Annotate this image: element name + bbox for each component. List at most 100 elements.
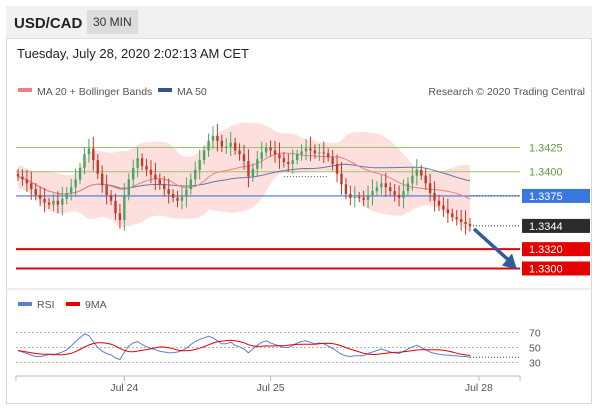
candle-body bbox=[420, 169, 423, 176]
candle-body bbox=[318, 152, 321, 154]
candle-body bbox=[211, 135, 215, 141]
candle-body bbox=[415, 169, 419, 176]
candle-body bbox=[433, 193, 436, 201]
candle-body bbox=[411, 175, 414, 184]
rsi-ma-legend-swatch bbox=[66, 302, 80, 306]
main-legend: MA 20 + Bollinger Bands MA 50 Research ©… bbox=[18, 86, 585, 98]
candle-body bbox=[83, 154, 86, 168]
time-axis-label: Jul 25 bbox=[257, 382, 285, 394]
ma50-legend-swatch bbox=[158, 88, 172, 92]
candle-body bbox=[132, 167, 135, 180]
candle-body bbox=[366, 194, 370, 200]
candle-body bbox=[136, 158, 139, 168]
candle-body bbox=[69, 187, 73, 194]
candle-body bbox=[100, 173, 104, 186]
candle-body bbox=[349, 193, 352, 198]
candle-body bbox=[340, 173, 343, 185]
candle-body bbox=[371, 191, 374, 195]
candle-body bbox=[118, 213, 122, 221]
candle-body bbox=[335, 163, 339, 174]
chart-header: USD/CAD 30 MIN bbox=[6, 6, 592, 39]
forecast-arrow-shaft bbox=[472, 227, 511, 262]
candle-body bbox=[229, 142, 232, 147]
candle-body bbox=[322, 152, 325, 154]
candle-body bbox=[362, 197, 365, 200]
candle-body bbox=[264, 147, 268, 153]
credit-text: Research © 2020 Trading Central bbox=[428, 86, 585, 98]
forecast-arrow-head bbox=[502, 253, 517, 270]
candle-body bbox=[52, 200, 55, 205]
candle-body bbox=[198, 160, 201, 170]
candle-body bbox=[30, 183, 33, 190]
candle-body bbox=[455, 217, 458, 220]
candle-body bbox=[464, 222, 467, 224]
candle-body bbox=[273, 150, 277, 155]
candle-body bbox=[207, 140, 210, 151]
candle-body bbox=[140, 158, 144, 166]
ma20-legend-label: MA 20 + Bollinger Bands bbox=[37, 86, 152, 98]
candle-body bbox=[158, 179, 162, 185]
candle-body bbox=[154, 174, 157, 180]
candle-body bbox=[105, 185, 108, 195]
candle-body bbox=[402, 191, 405, 198]
candle-body bbox=[380, 183, 383, 188]
candle-body bbox=[256, 159, 259, 169]
candle-body bbox=[16, 173, 20, 177]
ma20-legend-swatch bbox=[18, 88, 32, 92]
key-levels bbox=[16, 147, 520, 270]
candle-body bbox=[459, 219, 463, 223]
candle-body bbox=[47, 202, 51, 205]
candle-body bbox=[428, 183, 432, 194]
candle-body bbox=[96, 160, 99, 174]
resistance-label: 1.3425 bbox=[529, 143, 563, 155]
candle-body bbox=[189, 179, 193, 190]
candle-body bbox=[171, 193, 175, 198]
candle-body bbox=[384, 183, 388, 188]
candle-body bbox=[344, 184, 348, 194]
candle-body bbox=[291, 160, 294, 164]
candle-body bbox=[309, 148, 312, 151]
forecast-arrow bbox=[472, 227, 517, 270]
support-label: 1.3320 bbox=[529, 244, 563, 256]
candle-body bbox=[424, 175, 427, 184]
candle-body bbox=[225, 146, 228, 148]
support-tag bbox=[522, 261, 590, 276]
candle-body bbox=[446, 209, 450, 214]
candle-body bbox=[25, 179, 29, 184]
rsi-ma-legend-label: 9MA bbox=[85, 299, 107, 311]
rsi-tick-label: 30 bbox=[529, 358, 541, 370]
candle-body bbox=[331, 157, 334, 164]
candle-body bbox=[74, 179, 77, 188]
rsi-lines bbox=[17, 333, 520, 361]
time-axis: Jul 24 Jul 25 Jul 28 bbox=[15, 375, 521, 394]
candle-body bbox=[304, 148, 308, 152]
candle-body bbox=[220, 140, 224, 147]
candle-body bbox=[92, 148, 95, 161]
candle-body bbox=[145, 165, 148, 170]
last-price-tag bbox=[522, 218, 590, 233]
candle-body bbox=[238, 150, 241, 155]
time-axis-label: Jul 28 bbox=[465, 382, 493, 394]
candle-body bbox=[393, 191, 396, 195]
candle-body bbox=[163, 184, 166, 190]
timestamp: Tuesday, July 28, 2020 2:02:13 AM CET bbox=[17, 46, 249, 61]
candle-body bbox=[194, 169, 197, 180]
support-label: 1.3300 bbox=[529, 263, 563, 275]
candle-body bbox=[216, 135, 219, 141]
time-axis-label: Jul 24 bbox=[110, 382, 138, 394]
pivot-label: 1.3375 bbox=[529, 191, 563, 203]
candle-body bbox=[247, 161, 250, 177]
support-tag bbox=[522, 242, 590, 257]
rsi-legend-label: RSI bbox=[37, 299, 55, 311]
symbol-title: USD/CAD bbox=[14, 15, 83, 32]
candle-body bbox=[437, 200, 441, 206]
candle-body bbox=[269, 147, 272, 151]
interval-badge[interactable]: 30 MIN bbox=[87, 10, 138, 34]
candle-body bbox=[123, 194, 126, 221]
rsi-legend-swatch bbox=[18, 302, 32, 306]
candle-body bbox=[451, 213, 454, 218]
rsi-tick-label: 50 bbox=[529, 343, 541, 355]
candle-body bbox=[300, 151, 303, 155]
candle-body bbox=[295, 154, 299, 161]
